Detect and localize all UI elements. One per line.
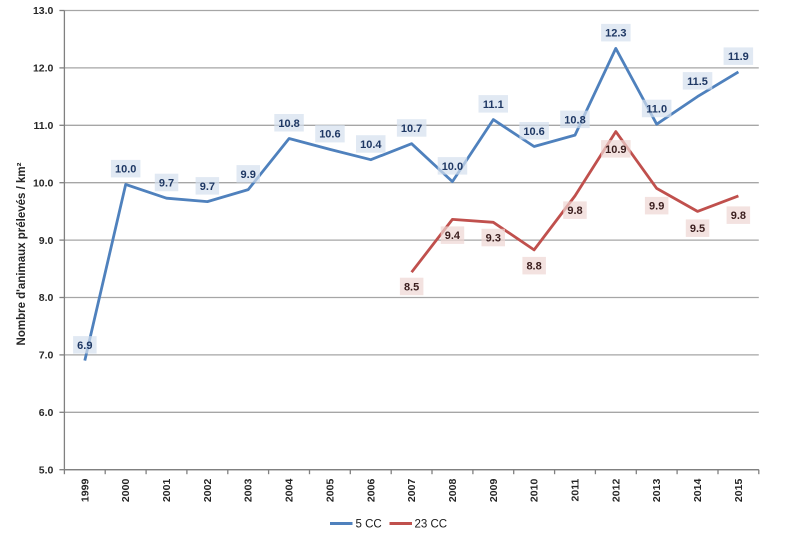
svg-text:7.0: 7.0 — [39, 350, 54, 362]
svg-text:9.5: 9.5 — [690, 223, 705, 235]
svg-text:9.0: 9.0 — [39, 235, 54, 247]
svg-text:10.7: 10.7 — [401, 123, 422, 135]
svg-text:9.4: 9.4 — [445, 230, 461, 242]
svg-text:12.0: 12.0 — [33, 63, 54, 75]
svg-text:11.1: 11.1 — [483, 99, 504, 111]
svg-text:10.8: 10.8 — [564, 114, 585, 126]
svg-text:10.0: 10.0 — [442, 161, 463, 173]
svg-text:2007: 2007 — [406, 479, 418, 503]
svg-text:2008: 2008 — [447, 479, 459, 503]
svg-text:6.0: 6.0 — [39, 407, 54, 419]
svg-text:9.7: 9.7 — [159, 177, 174, 189]
svg-text:8.0: 8.0 — [39, 292, 54, 304]
svg-text:2011: 2011 — [570, 479, 582, 502]
svg-text:10.4: 10.4 — [360, 139, 382, 151]
svg-text:2010: 2010 — [529, 479, 541, 503]
svg-text:10.0: 10.0 — [33, 177, 54, 189]
svg-text:2000: 2000 — [120, 479, 132, 503]
svg-text:8.8: 8.8 — [526, 261, 541, 273]
svg-text:11.0: 11.0 — [34, 120, 54, 132]
svg-text:2013: 2013 — [651, 479, 663, 503]
svg-text:12.3: 12.3 — [605, 28, 626, 40]
svg-text:10.9: 10.9 — [605, 144, 626, 156]
svg-text:11.0: 11.0 — [646, 103, 667, 115]
svg-text:9.8: 9.8 — [567, 205, 582, 217]
svg-text:2002: 2002 — [202, 479, 214, 503]
svg-text:9.8: 9.8 — [731, 210, 746, 222]
svg-text:2015: 2015 — [733, 479, 745, 503]
svg-text:23 CC: 23 CC — [415, 519, 448, 531]
svg-text:9.9: 9.9 — [241, 169, 256, 181]
svg-text:2006: 2006 — [365, 479, 377, 503]
svg-text:9.3: 9.3 — [486, 233, 501, 245]
svg-text:2012: 2012 — [610, 479, 622, 503]
svg-text:11.9: 11.9 — [728, 51, 749, 63]
svg-text:9.7: 9.7 — [200, 181, 215, 193]
svg-text:2003: 2003 — [243, 479, 255, 503]
svg-text:6.9: 6.9 — [77, 340, 92, 352]
svg-text:5 CC: 5 CC — [356, 519, 382, 531]
svg-text:2001: 2001 — [161, 479, 173, 503]
svg-text:9.9: 9.9 — [649, 201, 664, 213]
svg-text:10.6: 10.6 — [319, 129, 340, 141]
svg-text:8.5: 8.5 — [404, 282, 419, 294]
svg-text:2009: 2009 — [488, 479, 500, 503]
svg-text:5.0: 5.0 — [39, 464, 54, 476]
svg-text:1999: 1999 — [79, 479, 91, 503]
svg-text:13.0: 13.0 — [33, 5, 54, 17]
svg-text:10.6: 10.6 — [523, 126, 544, 138]
svg-text:2014: 2014 — [692, 479, 704, 503]
svg-text:2004: 2004 — [284, 479, 296, 503]
svg-text:10.0: 10.0 — [115, 164, 136, 176]
svg-text:10.8: 10.8 — [278, 118, 299, 130]
svg-text:11.5: 11.5 — [687, 76, 708, 88]
svg-text:Nombre d'animaux prélevés / km: Nombre d'animaux prélevés / km² — [16, 162, 28, 345]
svg-text:2005: 2005 — [324, 479, 336, 503]
